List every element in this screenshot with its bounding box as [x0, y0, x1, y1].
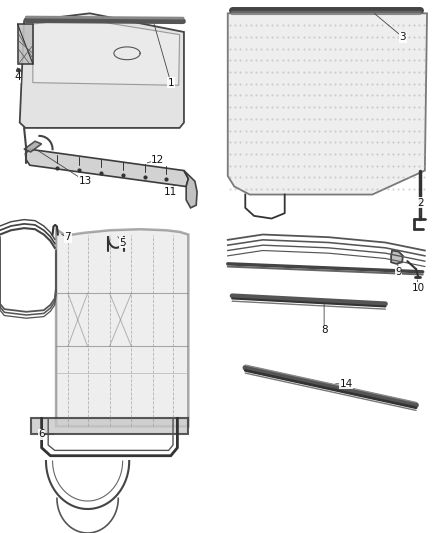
Text: 13: 13: [79, 176, 92, 186]
Polygon shape: [33, 19, 180, 85]
Text: 12: 12: [151, 155, 164, 165]
Text: 8: 8: [321, 326, 328, 335]
Polygon shape: [391, 251, 403, 264]
Text: 6: 6: [38, 430, 45, 439]
Text: 7: 7: [64, 232, 71, 242]
Text: 5: 5: [119, 238, 126, 247]
Text: 3: 3: [399, 33, 406, 42]
Polygon shape: [56, 229, 188, 426]
Text: 1: 1: [167, 78, 174, 87]
Polygon shape: [31, 418, 188, 434]
Text: 2: 2: [417, 198, 424, 207]
Polygon shape: [20, 13, 184, 128]
Text: 9: 9: [395, 267, 402, 277]
Text: 14: 14: [339, 379, 353, 389]
Text: 4: 4: [14, 72, 21, 82]
Polygon shape: [25, 149, 188, 187]
Text: 11: 11: [164, 187, 177, 197]
Polygon shape: [228, 13, 427, 195]
Polygon shape: [18, 24, 33, 64]
Text: 10: 10: [412, 283, 425, 293]
Polygon shape: [24, 141, 42, 152]
Polygon shape: [184, 171, 197, 208]
